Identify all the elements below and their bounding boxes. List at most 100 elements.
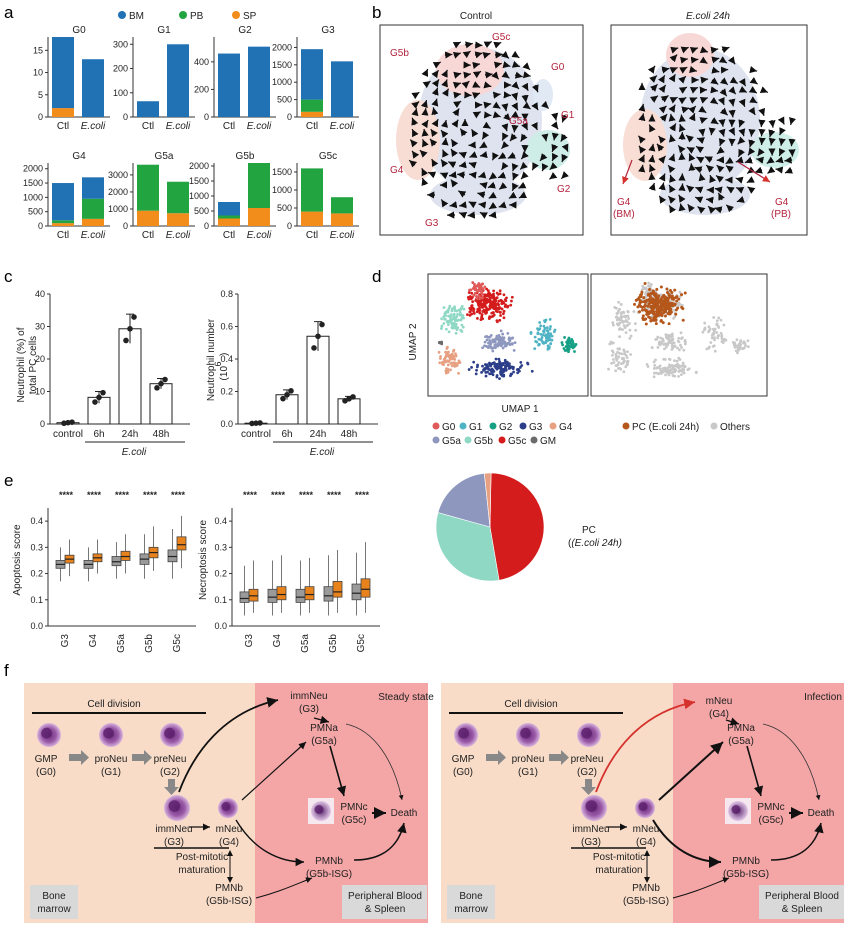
umap-point	[458, 310, 462, 314]
gray-arrow-head	[144, 750, 152, 765]
umap-point	[468, 310, 472, 314]
umap-point	[497, 333, 501, 337]
velocity-arrow	[509, 133, 518, 142]
umap-point	[489, 293, 493, 297]
a-bar-sp	[218, 218, 240, 226]
velocity-arrow	[467, 211, 476, 219]
umap-point-pc	[649, 319, 653, 323]
umap-point-pc	[639, 292, 643, 296]
a-tick-label: 0	[123, 221, 128, 231]
a-tick-label: 200	[194, 84, 209, 94]
f-text: Death	[391, 808, 418, 819]
umap-point	[487, 291, 491, 295]
umap-point	[460, 317, 464, 320]
umap-legend-label: GM	[540, 436, 556, 447]
umap-point-other	[671, 337, 675, 341]
umap-point	[474, 372, 478, 376]
umap-point	[450, 354, 454, 358]
velocity-arrow	[678, 114, 686, 123]
umap-point-pc	[666, 291, 670, 295]
umap-point	[458, 313, 462, 317]
velocity-arrow	[432, 61, 442, 69]
e-box	[351, 583, 362, 601]
umap-point-other	[644, 290, 648, 294]
velocity-arrow	[421, 68, 429, 77]
velocity-arrow	[492, 91, 501, 99]
umap-legend-label: G5b	[474, 436, 493, 447]
f-text: PMNb	[215, 883, 243, 894]
a-tick-label: 1000	[108, 204, 128, 214]
velocity-arrow	[420, 99, 428, 109]
umap-point	[567, 343, 570, 347]
gray-arrow-shaft	[585, 779, 592, 787]
e-box	[360, 578, 371, 598]
velocity-arrow	[696, 137, 705, 145]
umap-point	[503, 358, 507, 362]
apoptosis-ylabel: Apoptosis score	[12, 524, 23, 596]
umap-point	[538, 327, 542, 331]
c-tick-label: 0.2	[220, 387, 233, 397]
umap-point-other	[612, 361, 616, 364]
umap-point	[455, 315, 459, 319]
umap-point	[516, 368, 520, 371]
umap-point-other	[652, 360, 656, 364]
c-tick-label: 0	[40, 419, 45, 429]
umap-point	[537, 342, 541, 346]
cell-nucleus	[731, 805, 741, 814]
velocity-arrow	[479, 182, 488, 189]
arrow-pmnbbm-pmnb	[255, 877, 313, 899]
umap-point	[494, 346, 497, 350]
velocity-arrow	[754, 166, 763, 174]
velocity-arrow	[656, 143, 665, 152]
velocity-arrow	[440, 172, 449, 180]
umap-point	[502, 374, 505, 378]
umap-point	[452, 313, 456, 317]
umap-point	[571, 346, 575, 350]
arrow-pmnb-death	[770, 822, 824, 861]
umap-point	[468, 295, 472, 298]
umap-point	[437, 350, 441, 354]
arrow-g4-pmna	[725, 717, 740, 726]
umap-point-pc	[655, 287, 659, 291]
umap-point	[473, 282, 476, 286]
umap-point-pc	[641, 314, 645, 318]
umap-point-other	[653, 363, 657, 367]
umap-point	[448, 315, 452, 318]
velocity-arrow	[778, 137, 786, 146]
f-text: immNeu	[572, 824, 609, 835]
c-tick-label: 30	[35, 322, 45, 332]
velocity-arrow	[784, 166, 794, 174]
umap-point	[470, 304, 473, 308]
velocity-arrow	[680, 46, 689, 54]
velocity-arrow	[502, 61, 511, 69]
velocity-arrow	[649, 83, 658, 92]
a-bar-sp	[167, 213, 189, 226]
umap-point	[469, 288, 473, 292]
pie-slice-g4	[483, 472, 492, 528]
umap-point	[449, 313, 453, 316]
umap-point	[505, 360, 509, 364]
a-bar-bm	[301, 49, 323, 100]
a-bar-bm	[248, 46, 270, 117]
f-text: PMNb	[632, 883, 660, 894]
velocity-arrow	[749, 66, 758, 74]
umap-point-pc	[646, 304, 650, 308]
velocity-arrow	[758, 107, 766, 117]
a-bar-bm	[218, 53, 240, 117]
umap-point-other	[709, 341, 713, 344]
velocity-arrow	[441, 119, 449, 128]
umap-point-other	[611, 358, 615, 361]
velocity-arrow	[668, 134, 676, 143]
velocity-arrow	[497, 171, 507, 179]
umap-point-other	[713, 349, 717, 353]
umap-point	[492, 369, 496, 373]
umap-point-other	[668, 358, 672, 361]
a-chart-title: G1	[157, 25, 171, 36]
umap-point-other	[663, 347, 666, 351]
a-bar-pb	[167, 181, 189, 214]
c-bar	[149, 383, 173, 425]
umap-point-other	[618, 347, 621, 351]
velocity-arrow	[551, 152, 559, 162]
umap-point	[513, 341, 517, 345]
velocity-arrow	[501, 123, 509, 132]
